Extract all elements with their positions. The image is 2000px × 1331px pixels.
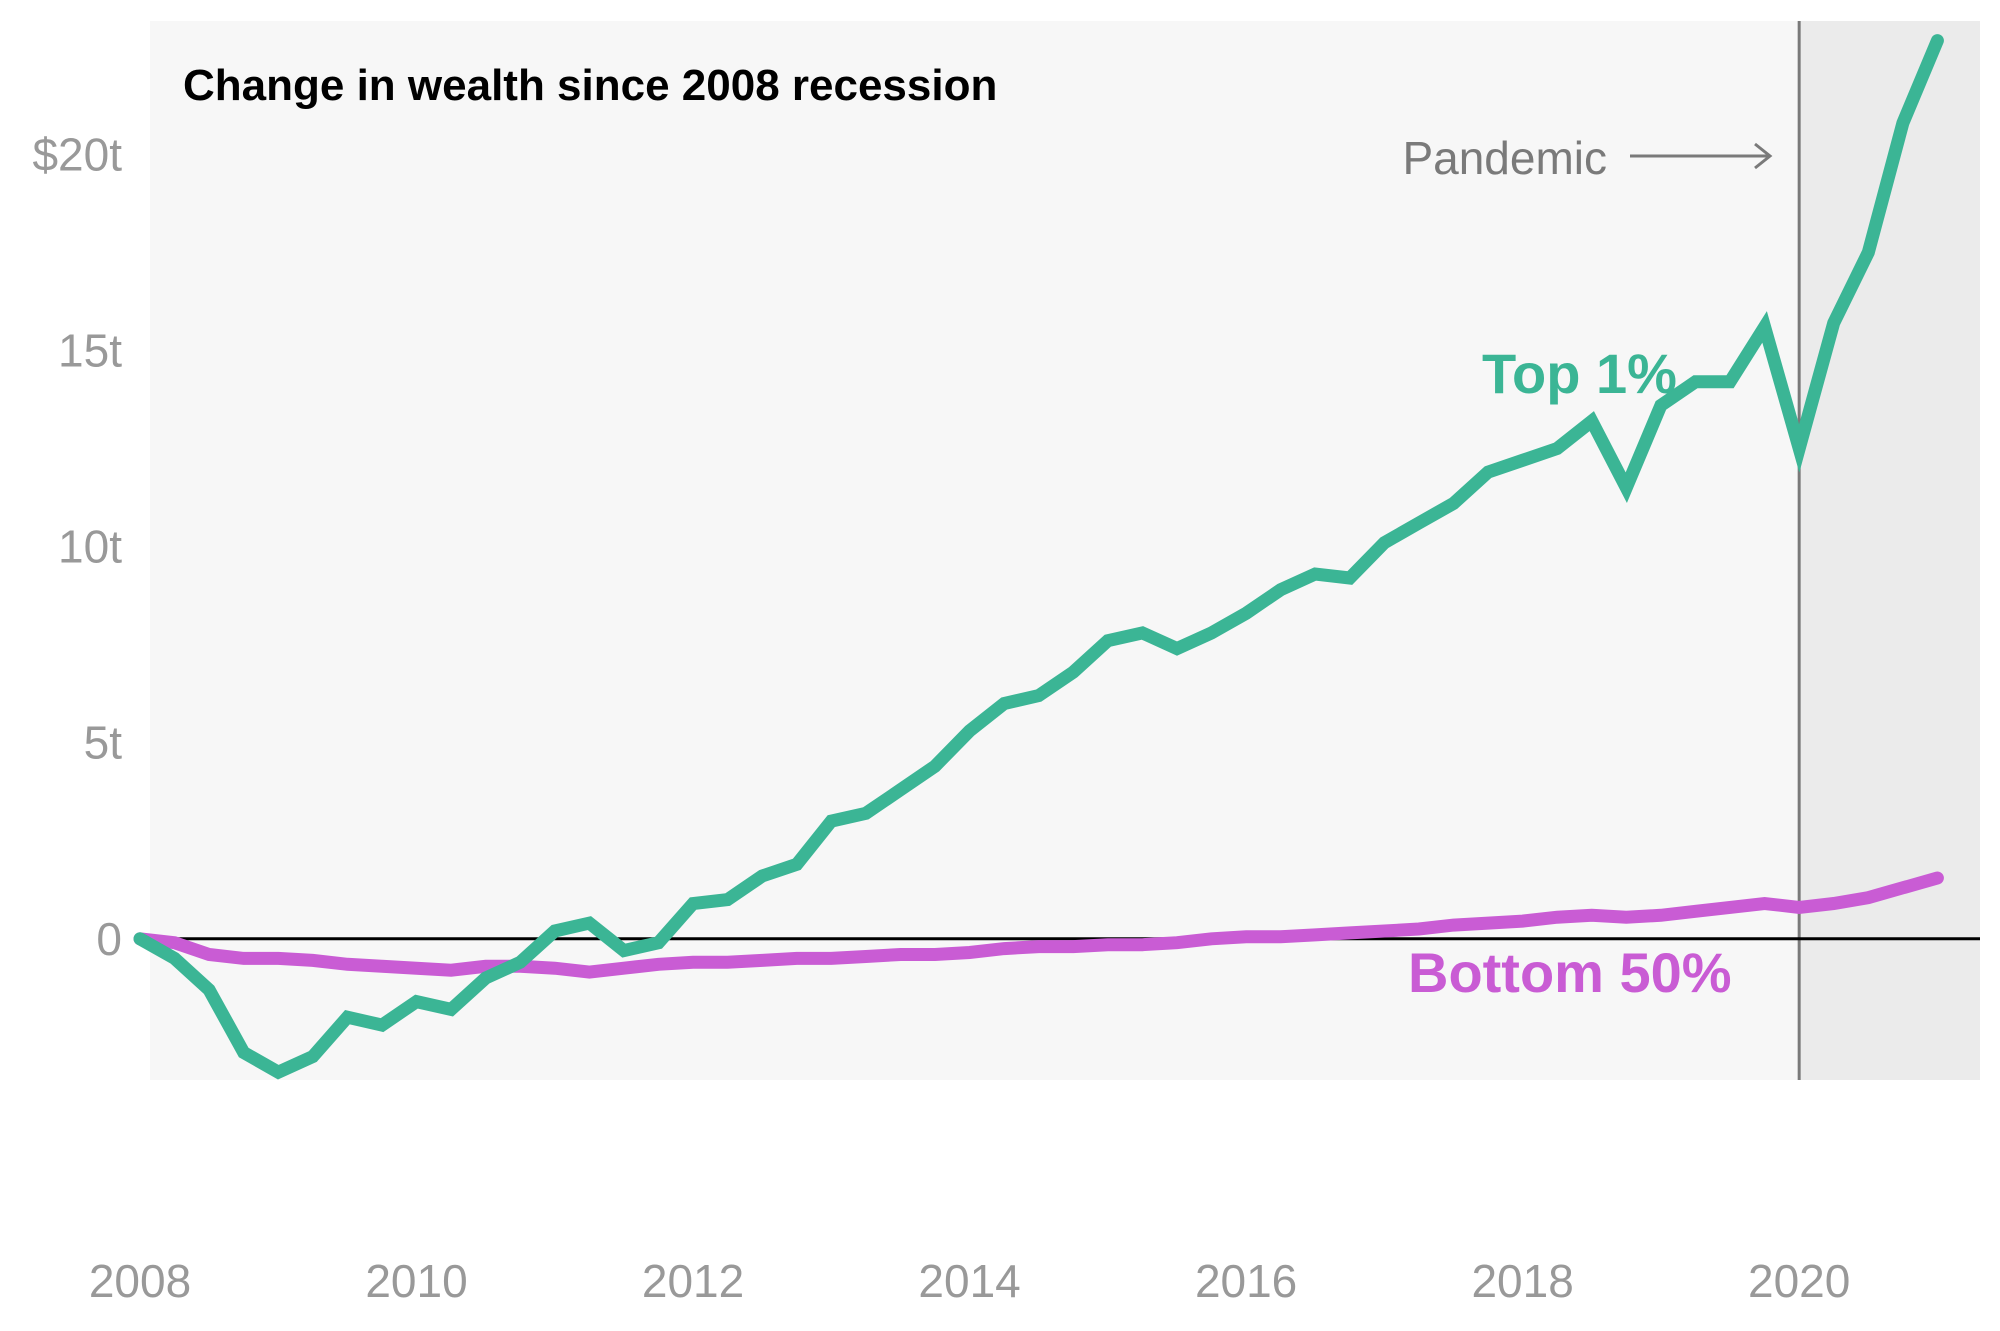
series-label-top-1: Top 1% bbox=[1482, 342, 1677, 405]
series-label-bottom-50: Bottom 50% bbox=[1408, 941, 1732, 1004]
x-tick-label: 2012 bbox=[642, 1255, 744, 1307]
y-tick-label: 5t bbox=[84, 717, 123, 769]
x-tick-label: 2010 bbox=[365, 1255, 467, 1307]
y-axis-ticks: 0 5t 10t 15t $20t bbox=[32, 128, 122, 964]
x-tick-label: 2008 bbox=[89, 1255, 191, 1307]
plot-background bbox=[150, 21, 1980, 1080]
y-tick-label: 0 bbox=[96, 913, 122, 965]
x-tick-label: 2016 bbox=[1195, 1255, 1297, 1307]
series-lines bbox=[133, 34, 1944, 1080]
chart-title: Change in wealth since 2008 recession bbox=[183, 61, 997, 110]
x-tick-label: 2014 bbox=[918, 1255, 1020, 1307]
pandemic-label: Pandemic bbox=[1402, 132, 1607, 184]
x-tick-label: 2020 bbox=[1748, 1255, 1850, 1307]
y-tick-label: $20t bbox=[32, 128, 122, 180]
series-line bbox=[133, 34, 1944, 1080]
y-tick-label: 15t bbox=[58, 324, 122, 376]
x-axis-ticks: 2008 2010 2012 2014 2016 2018 2020 bbox=[89, 1255, 1851, 1307]
pandemic-arrow-icon bbox=[1754, 142, 1773, 170]
pandemic-annotation: Pandemic bbox=[1402, 132, 1773, 184]
y-tick-label: 10t bbox=[58, 521, 122, 573]
series-line bbox=[133, 871, 1944, 979]
x-tick-label: 2018 bbox=[1471, 1255, 1573, 1307]
